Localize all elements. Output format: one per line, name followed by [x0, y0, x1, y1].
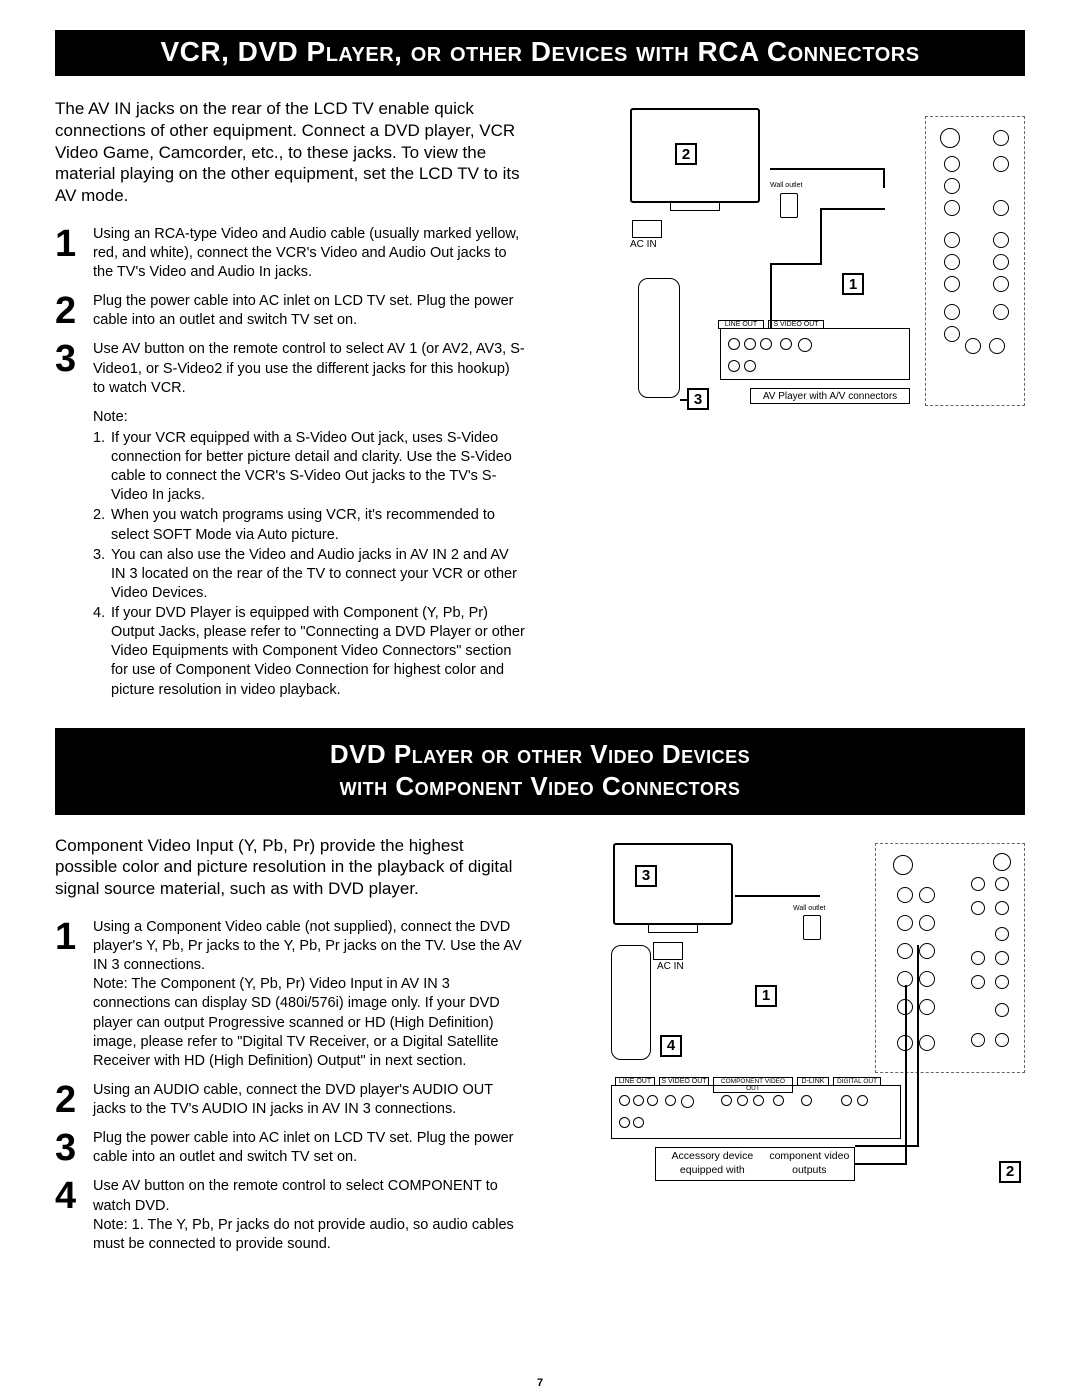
diagram-caption: Accessory device equipped with component… [655, 1147, 855, 1181]
section2-step: 2 Using an AUDIO cable, connect the DVD … [55, 1081, 525, 1119]
section1-step: 3 Use AV button on the remote control to… [55, 340, 525, 397]
diagram-label-acin: AC IN [630, 239, 657, 250]
section2-step: 4 Use AV button on the remote control to… [55, 1177, 525, 1254]
note-text: If your DVD Player is equipped with Comp… [111, 604, 525, 700]
section1-intro: The AV IN jacks on the rear of the LCD T… [55, 98, 525, 207]
section2-body: Component Video Input (Y, Pb, Pr) provid… [55, 835, 1025, 1254]
note-text: If your VCR equipped with a S-Video Out … [111, 429, 525, 506]
step-text: Using an RCA-type Video and Audio cable … [93, 225, 525, 282]
section2-step: 3 Plug the power cable into AC inlet on … [55, 1129, 525, 1167]
diagram-callout-3: 3 [687, 388, 709, 410]
step-text: Use AV button on the remote control to s… [93, 1177, 525, 1254]
diagram-label-svideoout: S VIDEO OUT [768, 320, 824, 329]
step-number: 3 [55, 340, 93, 376]
diagram-label-svideoout: S VIDEO OUT [659, 1077, 709, 1086]
step-number: 1 [55, 918, 93, 954]
step-number: 2 [55, 1081, 93, 1117]
note-item: 3.You can also use the Video and Audio j… [93, 546, 525, 603]
section1-banner: VCR, DVD Player, or other Devices with R… [55, 30, 1025, 76]
diagram-label-wall: Wall outlet [770, 182, 802, 189]
page-number: 7 [0, 1377, 1080, 1389]
diagram-label-lineout: LINE OUT [718, 320, 764, 329]
step-text: Plug the power cable into AC inlet on LC… [93, 1129, 525, 1167]
step-text: Using a Component Video cable (not suppl… [93, 918, 525, 1071]
note-text: When you watch programs using VCR, it's … [111, 506, 525, 544]
diagram-callout-2: 2 [675, 143, 697, 165]
section2-banner-line2: with Component Video Connectors [340, 771, 741, 801]
section1-notes: Note: 1.If your VCR equipped with a S-Vi… [93, 408, 525, 700]
diagram-label-compout: COMPONENT VIDEO OUT [713, 1077, 793, 1093]
step-text: Plug the power cable into AC inlet on LC… [93, 292, 525, 330]
diagram-callout-2: 2 [999, 1161, 1021, 1183]
step-number: 3 [55, 1129, 93, 1165]
note-item: 1.If your VCR equipped with a S-Video Ou… [93, 429, 525, 506]
section1-step: 2 Plug the power cable into AC inlet on … [55, 292, 525, 330]
diagram-label-lineout: LINE OUT [615, 1077, 655, 1086]
diagram-caption-l1: Accessory device equipped with [658, 1150, 767, 1177]
note-item: 2.When you watch programs using VCR, it'… [93, 506, 525, 544]
diagram-label-digout: DIGITAL OUT [833, 1077, 881, 1086]
section1-step: 1 Using an RCA-type Video and Audio cabl… [55, 225, 525, 282]
step-number: 1 [55, 225, 93, 261]
diagram-callout-4: 4 [660, 1035, 682, 1057]
step-number: 2 [55, 292, 93, 328]
section1-body: The AV IN jacks on the rear of the LCD T… [55, 98, 1025, 700]
step-text: Use AV button on the remote control to s… [93, 340, 525, 397]
section1-connection-diagram: 2 AC IN Wall outlet 3 LINE OUT S VIDEO O… [620, 98, 1025, 408]
step-number: 4 [55, 1177, 93, 1213]
diagram-label-dlink: D-LINK [797, 1077, 829, 1086]
diagram-callout-1: 1 [755, 985, 777, 1007]
diagram-caption-l2: component video outputs [767, 1150, 852, 1177]
note-text: You can also use the Video and Audio jac… [111, 546, 525, 603]
section2-banner: DVD Player or other Video Devices with C… [55, 728, 1025, 815]
diagram-label-wall: Wall outlet [793, 905, 825, 912]
diagram-callout-3: 3 [635, 865, 657, 887]
section2-intro: Component Video Input (Y, Pb, Pr) provid… [55, 835, 525, 900]
diagram-callout-1: 1 [842, 273, 864, 295]
section2-banner-line1: DVD Player or other Video Devices [330, 739, 750, 769]
section2-connection-diagram: 3 AC IN Wall outlet 4 1 LINE OUT S VIDEO… [605, 835, 1025, 1195]
step-text: Using an AUDIO cable, connect the DVD pl… [93, 1081, 525, 1119]
diagram-label-acin: AC IN [657, 961, 684, 972]
diagram-caption: AV Player with A/V connectors [750, 388, 910, 404]
note-item: 4.If your DVD Player is equipped with Co… [93, 604, 525, 700]
section2-step: 1 Using a Component Video cable (not sup… [55, 918, 525, 1071]
note-label: Note: [93, 408, 525, 427]
